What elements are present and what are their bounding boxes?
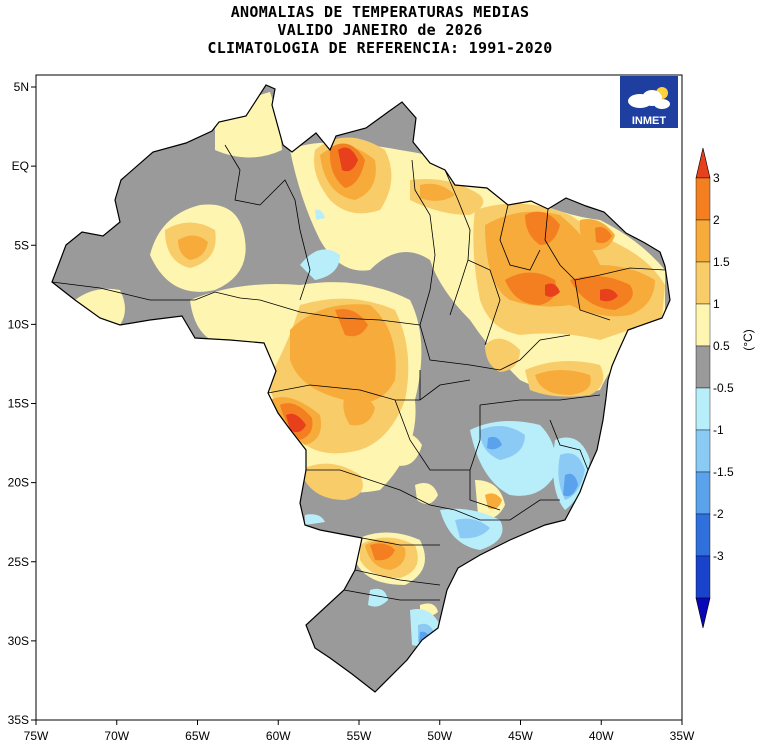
map-title-line-3: CLIMATOLOGIA DE REFERENCIA: 1991-2020 — [207, 39, 553, 57]
lon-tick-label: 60W — [266, 729, 291, 743]
colorbar-segment — [695, 429, 711, 473]
colorbar-label: -3 — [713, 549, 724, 563]
colorbar-label: -2 — [713, 507, 724, 521]
colorbar-label: -1.5 — [713, 465, 734, 479]
map-axes: 5N EQ 5S 10S 15S 20S 25S 30S 35S 75W 70W 65W 60W 55W 5… — [8, 80, 695, 743]
inmet-logo: INMET — [620, 76, 678, 128]
colorbar-cap-top — [695, 147, 711, 179]
colorbar-segment — [695, 219, 711, 263]
colorbar-segment — [695, 345, 711, 389]
colorbar-segment — [695, 387, 711, 431]
lat-tick-label: 5S — [14, 238, 29, 252]
colorbar-segment — [695, 471, 711, 515]
colorbar-segment — [695, 513, 711, 557]
colorbar-unit: (°C) — [741, 329, 755, 350]
lat-tick-label: EQ — [12, 159, 29, 173]
lat-tick-label: 20S — [8, 476, 29, 490]
lat-tick-label: 10S — [8, 317, 29, 331]
lat-tick-label: 35S — [8, 713, 29, 727]
colorbar-segment — [695, 177, 711, 221]
colorbar-label: 2 — [713, 213, 720, 227]
lon-tick-label: 40W — [589, 729, 614, 743]
lat-tick-label: 15S — [8, 397, 29, 411]
colorbar-segment — [695, 261, 711, 305]
colorbar-cap-bottom — [695, 597, 711, 629]
lon-tick-label: 50W — [427, 729, 452, 743]
lat-tick-label: 25S — [8, 555, 29, 569]
lat-tick-label: 30S — [8, 634, 29, 648]
map-title-line-1: ANOMALIAS DE TEMPERATURAS MEDIAS — [230, 3, 530, 21]
colorbar: 3 2 1.5 1 0.5 -0.5 -1 -1.5 -2 -3 — [695, 147, 734, 629]
colorbar-segment — [695, 303, 711, 347]
colorbar-label: 3 — [713, 171, 720, 185]
colorbar-label: -0.5 — [713, 381, 734, 395]
colorbar-segment — [695, 555, 711, 599]
lat-tick-label: 5N — [14, 80, 29, 94]
brazil-anomaly-field — [51, 84, 671, 693]
lon-tick-label: 75W — [24, 729, 49, 743]
lon-tick-label: 55W — [347, 729, 372, 743]
lon-tick-label: 65W — [185, 729, 210, 743]
colorbar-label: 1.5 — [713, 255, 730, 269]
lon-tick-label: 70W — [104, 729, 129, 743]
colorbar-label: 1 — [713, 297, 720, 311]
colorbar-label: -1 — [713, 423, 724, 437]
lon-tick-label: 35W — [670, 729, 695, 743]
inmet-logo-text: INMET — [632, 115, 667, 127]
lon-tick-label: 45W — [508, 729, 533, 743]
map-title-line-2: VALIDO JANEIRO de 2026 — [277, 21, 483, 39]
cloud-sun-icon — [628, 87, 670, 109]
colorbar-label: 0.5 — [713, 339, 730, 353]
